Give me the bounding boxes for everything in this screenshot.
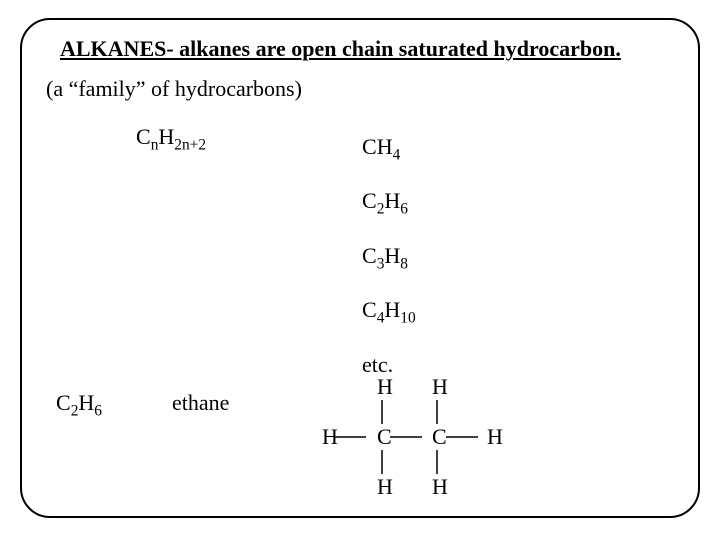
eth-c: C (56, 390, 71, 415)
formula-item: C2H6 (362, 178, 416, 232)
f1-h-sub: 6 (400, 201, 408, 218)
f0-h: H (377, 134, 393, 159)
formula-item: C3H8 (362, 233, 416, 287)
ethane-formula-label: C2H6 (56, 390, 102, 420)
formula-list: CH4 C2H6 C3H8 C4H10 etc. (362, 124, 416, 388)
f2-c: C (362, 243, 377, 268)
svg-text:C: C (432, 424, 447, 449)
svg-text:H: H (487, 424, 503, 449)
formula-item: C4H10 (362, 287, 416, 341)
svg-text:H: H (432, 374, 448, 399)
f0-h-sub: 4 (393, 146, 401, 163)
ethane-name: ethane (172, 390, 229, 416)
general-formula: CnH2n+2 (136, 124, 206, 154)
svg-text:C: C (377, 424, 392, 449)
f3-h: H (384, 297, 400, 322)
gf-h-sub: 2n+2 (174, 136, 206, 153)
f0-c: C (362, 134, 377, 159)
f1-h: H (384, 188, 400, 213)
formula-item: CH4 (362, 124, 416, 178)
ethane-structure-diagram: HHHCCHHH (312, 374, 512, 504)
structure-svg: HHHCCHHH (312, 374, 512, 504)
gf-h: H (158, 124, 174, 149)
f3-h-sub: 10 (400, 310, 415, 327)
subtitle-text: (a “family” of hydrocarbons) (46, 76, 302, 102)
svg-text:H: H (377, 374, 393, 399)
svg-text:H: H (377, 474, 393, 499)
svg-text:H: H (432, 474, 448, 499)
slide-frame: ALKANES- alkanes are open chain saturate… (20, 18, 700, 518)
f2-h: H (384, 243, 400, 268)
f2-h-sub: 8 (400, 255, 408, 272)
eth-h: H (78, 390, 94, 415)
title-heading: ALKANES- alkanes are open chain saturate… (60, 36, 621, 62)
svg-text:H: H (322, 424, 338, 449)
f1-c: C (362, 188, 377, 213)
eth-h-sub: 6 (94, 402, 102, 419)
gf-c: C (136, 124, 151, 149)
f3-c: C (362, 297, 377, 322)
